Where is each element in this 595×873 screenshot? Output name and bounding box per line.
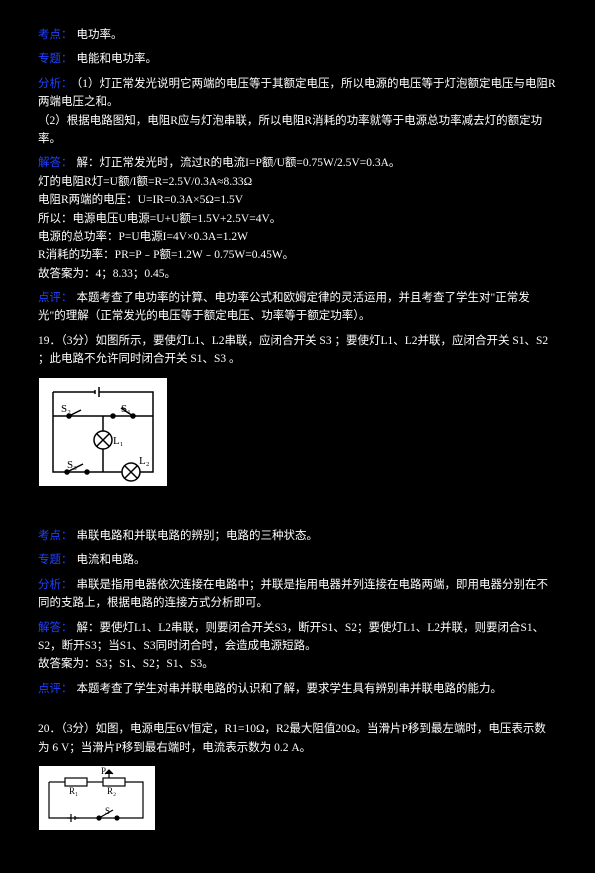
q1-dianping: 点评：本题考查了电功率的计算、电功率公式和欧姆定律的灵活运用，并且考查了学生对"…: [38, 289, 557, 326]
zhuanti-label: 专题：: [38, 53, 73, 65]
q3-stem: 20．（3分）如图，电源电压6V恒定，R1=10Ω，R2最大阻值20Ω。当滑片P…: [38, 720, 557, 757]
q2-jieda: 解答：解：要使灯L1、L2串联，则要闭合开关S3，断开S1、S2；要使灯L1、L…: [38, 619, 557, 674]
jieda-label: 解答：: [38, 622, 73, 634]
q1-zhuanti: 专题： 电能和电功率。: [38, 50, 557, 68]
q2-fenxi: 分析：串联是指用电器依次连接在电路中；并联是指用电器并列连接在电路两端，即用电器…: [38, 576, 557, 613]
dianping-label: 点评：: [38, 683, 73, 695]
svg-text:R₂: R₂: [107, 786, 116, 796]
fenxi-label: 分析：: [38, 78, 73, 90]
svg-text:S: S: [105, 806, 110, 816]
jieda-label: 解答：: [38, 157, 73, 169]
q2-dianping: 点评： 本题考查了学生对串并联电路的认识和了解，要求学生具有辨别串并联电路的能力。: [38, 680, 557, 698]
fenxi-label: 分析：: [38, 579, 73, 591]
zhuanti-label: 专题：: [38, 554, 73, 566]
kaodian-text: 串联电路和并联电路的辨别；电路的三种状态。: [77, 530, 319, 542]
svg-text:R₁: R₁: [69, 786, 78, 796]
q1-jieda: 解答：解：灯正常发光时，流过R的电流I=P额/U额=0.75W/2.5V=0.3…: [38, 154, 557, 283]
q2-stem: 19．（3分）如图所示，要使灯L1、L2串联，应闭合开关 S3 ；要使灯L1、L…: [38, 332, 557, 369]
dianping-text: 本题考查了电功率的计算、电功率公式和欧姆定律的灵活运用，并且考查了学生对"正常发…: [38, 292, 530, 322]
circuit-diagram-2: R₁ R₂ S P: [38, 765, 156, 831]
jieda-text: 解：灯正常发光时，流过R的电流I=P额/U额=0.75W/2.5V=0.3A。 …: [38, 157, 400, 279]
kaodian-text: 电功率。: [77, 29, 123, 41]
kaodian-label: 考点：: [38, 530, 73, 542]
svg-text:L₁: L₁: [113, 435, 124, 447]
kaodian-label: 考点：: [38, 29, 73, 41]
circuit-diagram-1: S₂ S₁ L₁ S₃ L₂: [38, 377, 168, 487]
svg-text:S₂: S₂: [61, 403, 71, 415]
q2-zhuanti: 专题： 电流和电路。: [38, 551, 557, 569]
svg-text:L₂: L₂: [139, 455, 150, 467]
dianping-text: 本题考查了学生对串并联电路的认识和了解，要求学生具有辨别串并联电路的能力。: [77, 683, 503, 695]
svg-text:S₁: S₁: [121, 403, 131, 415]
svg-text:S₃: S₃: [67, 459, 77, 471]
dianping-label: 点评：: [38, 292, 73, 304]
q2-kaodian: 考点： 串联电路和并联电路的辨别；电路的三种状态。: [38, 527, 557, 545]
q1-kaodian: 考点： 电功率。: [38, 26, 557, 44]
svg-text:P: P: [101, 766, 106, 776]
fenxi-text: （1）灯正常发光说明它两端的电压等于其额定电压，所以电源的电压等于灯泡额定电压与…: [38, 78, 556, 145]
zhuanti-text: 电流和电路。: [77, 554, 146, 566]
zhuanti-text: 电能和电功率。: [77, 53, 158, 65]
q1-fenxi: 分析：（1）灯正常发光说明它两端的电压等于其额定电压，所以电源的电压等于灯泡额定…: [38, 75, 557, 149]
fenxi-text: 串联是指用电器依次连接在电路中；并联是指用电器并列连接在电路两端，即用电器分别在…: [38, 579, 548, 609]
jieda-text: 解：要使灯L1、L2串联，则要闭合开关S3，断开S1、S2；要使灯L1、L2并联…: [38, 622, 544, 671]
